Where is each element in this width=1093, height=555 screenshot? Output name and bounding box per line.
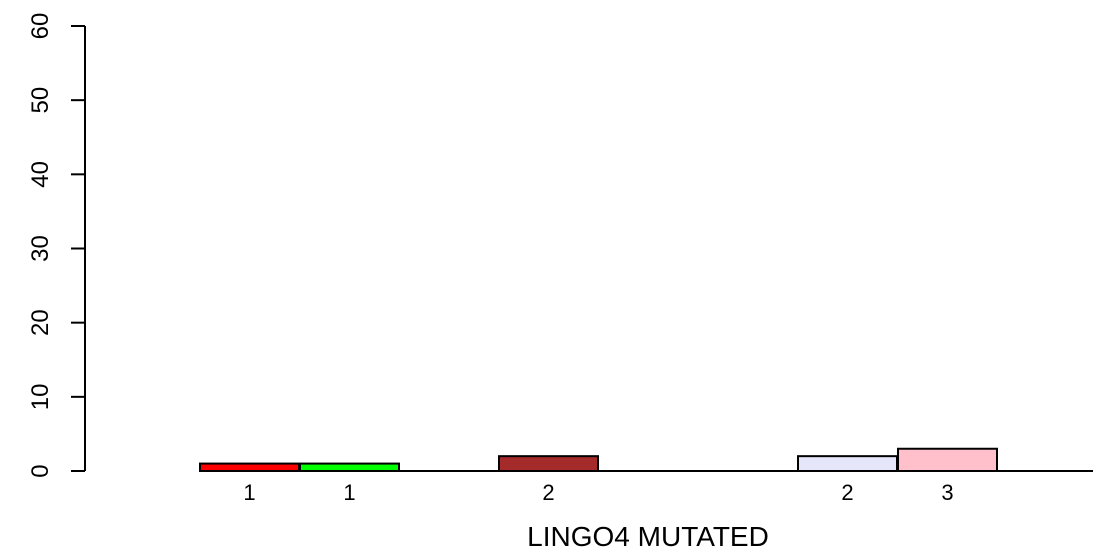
bar: [897, 447, 998, 472]
bar: [498, 455, 599, 472]
y-tick-label: 40: [27, 161, 54, 188]
bar-value-label: 2: [542, 480, 554, 505]
bar-value-label: 2: [841, 480, 853, 505]
bar: [199, 462, 300, 473]
y-tick-label: 10: [27, 383, 54, 410]
bars: [199, 447, 998, 473]
bar-value-label: 3: [941, 480, 953, 505]
bar-labels: 1 1 2 2 3: [243, 480, 953, 505]
y-axis: 0 10 20 30 40 50 60: [27, 13, 86, 478]
y-tick-label: 60: [27, 13, 54, 40]
y-tick-label: 0: [27, 464, 54, 477]
y-tick-label: 30: [27, 235, 54, 262]
bar-value-label: 1: [243, 480, 255, 505]
y-tick-label: 20: [27, 309, 54, 336]
bar-value-label: 1: [343, 480, 355, 505]
y-tick-label: 50: [27, 87, 54, 114]
bar: [299, 462, 400, 473]
bar: [797, 455, 898, 472]
x-axis-title: LINGO4 MUTATED: [527, 521, 769, 552]
